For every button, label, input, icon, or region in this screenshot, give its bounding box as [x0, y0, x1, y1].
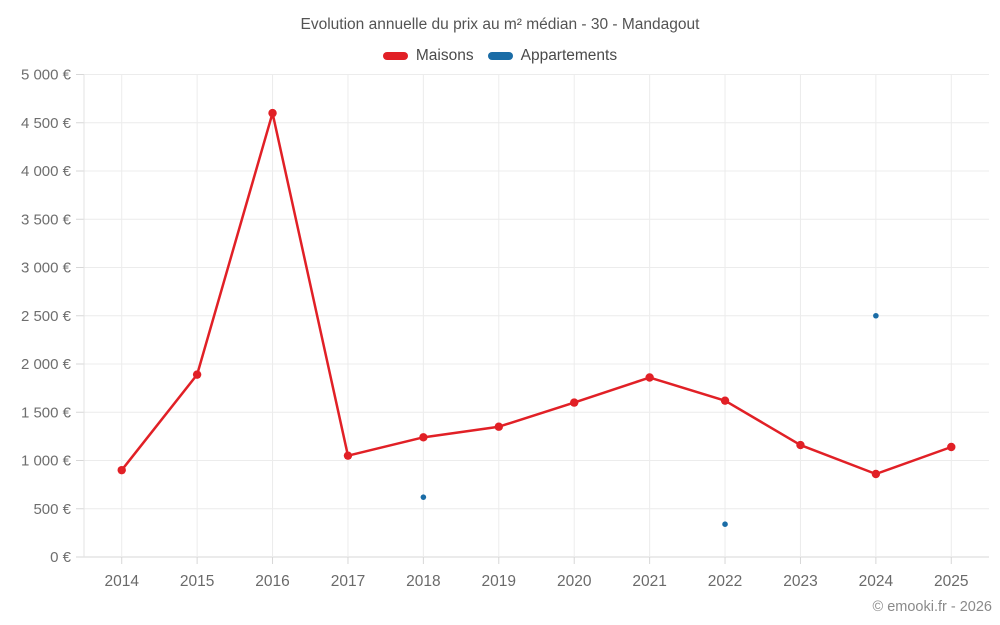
y-axis-label: 4 000 €	[21, 163, 72, 180]
legend: Maisons Appartements	[0, 47, 1000, 65]
x-axis-label: 2015	[180, 573, 214, 590]
x-axis-label: 2021	[632, 573, 666, 590]
series-line-maisons	[120, 111, 953, 476]
y-axis-label: 1 000 €	[21, 453, 72, 470]
legend-item-appartements[interactable]: Appartements	[487, 47, 618, 65]
y-axis-label: 1 500 €	[21, 404, 72, 421]
x-axis-label: 2025	[934, 573, 968, 590]
y-axis-label: 0 €	[50, 549, 72, 566]
data-point-maisons-2024[interactable]	[871, 469, 881, 479]
legend-swatch-appartements-icon	[487, 52, 513, 60]
y-axis-label: 3 500 €	[21, 211, 72, 228]
x-axis-label: 2022	[708, 573, 742, 590]
data-point-maisons-2016[interactable]	[268, 108, 277, 118]
y-axis-label: 5 000 €	[21, 67, 72, 84]
y-axis-label: 3 000 €	[21, 260, 72, 277]
data-point-maisons-2020[interactable]	[570, 398, 579, 407]
x-axis-label: 2014	[104, 573, 139, 590]
x-axis-label: 2018	[406, 573, 440, 590]
data-point-appartements-2024[interactable]	[873, 312, 879, 319]
chart-title: Evolution annuelle du prix au m² médian …	[300, 16, 700, 33]
x-axis-label: 2024	[859, 573, 894, 590]
data-point-maisons-2025[interactable]	[947, 442, 956, 452]
x-axis-label: 2016	[255, 573, 289, 590]
data-point-maisons-2015[interactable]	[192, 370, 202, 379]
y-axis-label: 500 €	[33, 501, 71, 518]
x-axis-label: 2020	[557, 573, 592, 590]
legend-label-maisons: Maisons	[415, 47, 474, 64]
data-point-maisons-2021[interactable]	[645, 373, 654, 382]
legend-item-maisons[interactable]: Maisons	[382, 47, 474, 65]
data-point-maisons-2014[interactable]	[117, 465, 126, 475]
data-point-appartements-2018[interactable]	[420, 494, 427, 500]
x-axis-label: 2019	[482, 573, 516, 590]
data-point-appartements-2022[interactable]	[722, 521, 728, 527]
legend-label-appartements: Appartements	[520, 47, 618, 64]
data-point-maisons-2019[interactable]	[494, 422, 503, 431]
y-axis-label: 2 000 €	[21, 356, 72, 373]
data-point-maisons-2017[interactable]	[343, 451, 353, 460]
data-point-maisons-2023[interactable]	[796, 440, 805, 450]
legend-swatch-maisons-icon	[382, 52, 408, 60]
y-axis-label: 2 500 €	[21, 308, 72, 325]
footer-credit: © emooki.fr - 2026	[872, 599, 992, 615]
x-axis-label: 2023	[783, 573, 817, 590]
x-axis-label: 2017	[331, 573, 365, 590]
data-point-maisons-2018[interactable]	[419, 433, 428, 442]
data-point-maisons-2022[interactable]	[720, 396, 730, 405]
y-axis-label: 4 500 €	[21, 115, 72, 132]
